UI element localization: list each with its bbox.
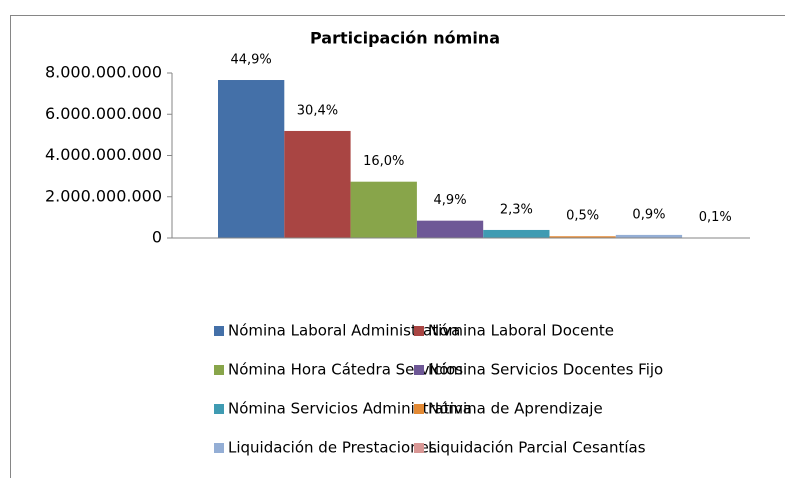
data-label: 44,9% [230, 53, 271, 68]
data-label: 30,4% [297, 103, 338, 118]
y-tick-label: 8.000.000.000 [45, 63, 162, 82]
bar [416, 220, 484, 238]
legend-label: Liquidación de Prestaciones [228, 439, 437, 457]
data-label: 2,3% [500, 202, 533, 217]
y-tick-label: 2.000.000.000 [45, 186, 162, 205]
data-label: 4,9% [434, 193, 467, 208]
bar [549, 236, 616, 238]
y-tick-label: 4.000.000.000 [45, 145, 162, 164]
legend-label: Nómina Laboral Docente [428, 322, 614, 340]
legend-swatch [414, 326, 424, 336]
y-tick-label: 0 [152, 228, 162, 247]
y-tick-label: 6.000.000.000 [45, 104, 162, 123]
legend-swatch [414, 443, 424, 453]
data-label: 0,1% [699, 210, 732, 225]
data-label: 0,9% [632, 207, 665, 222]
bar [615, 234, 683, 238]
legend-swatch [414, 365, 424, 375]
legend-label: Nómina Servicios Docentes Fijo [428, 361, 663, 379]
bar [350, 181, 417, 238]
chart-title: Participación nómina [310, 29, 500, 48]
legend-swatch [214, 365, 224, 375]
legend-label: Nómina Hora Cátedra Servicios [228, 361, 463, 379]
data-label: 16,0% [363, 154, 404, 169]
legend-swatch [214, 326, 224, 336]
legend-label: Nómina Servicios Administrativa [228, 400, 472, 418]
legend-swatch [414, 404, 424, 414]
bar [483, 229, 550, 238]
legend-label: Nómina Laboral Administrativa [228, 322, 460, 340]
data-label: 0,5% [566, 209, 599, 224]
bar [218, 80, 285, 238]
legend-label: Liquidación Parcial Cesantías [428, 439, 646, 457]
legend-label: Nómina de Aprendizaje [428, 400, 603, 418]
bar [284, 130, 351, 238]
legend-swatch [214, 443, 224, 453]
legend-swatch [214, 404, 224, 414]
chart-frame [10, 15, 785, 478]
